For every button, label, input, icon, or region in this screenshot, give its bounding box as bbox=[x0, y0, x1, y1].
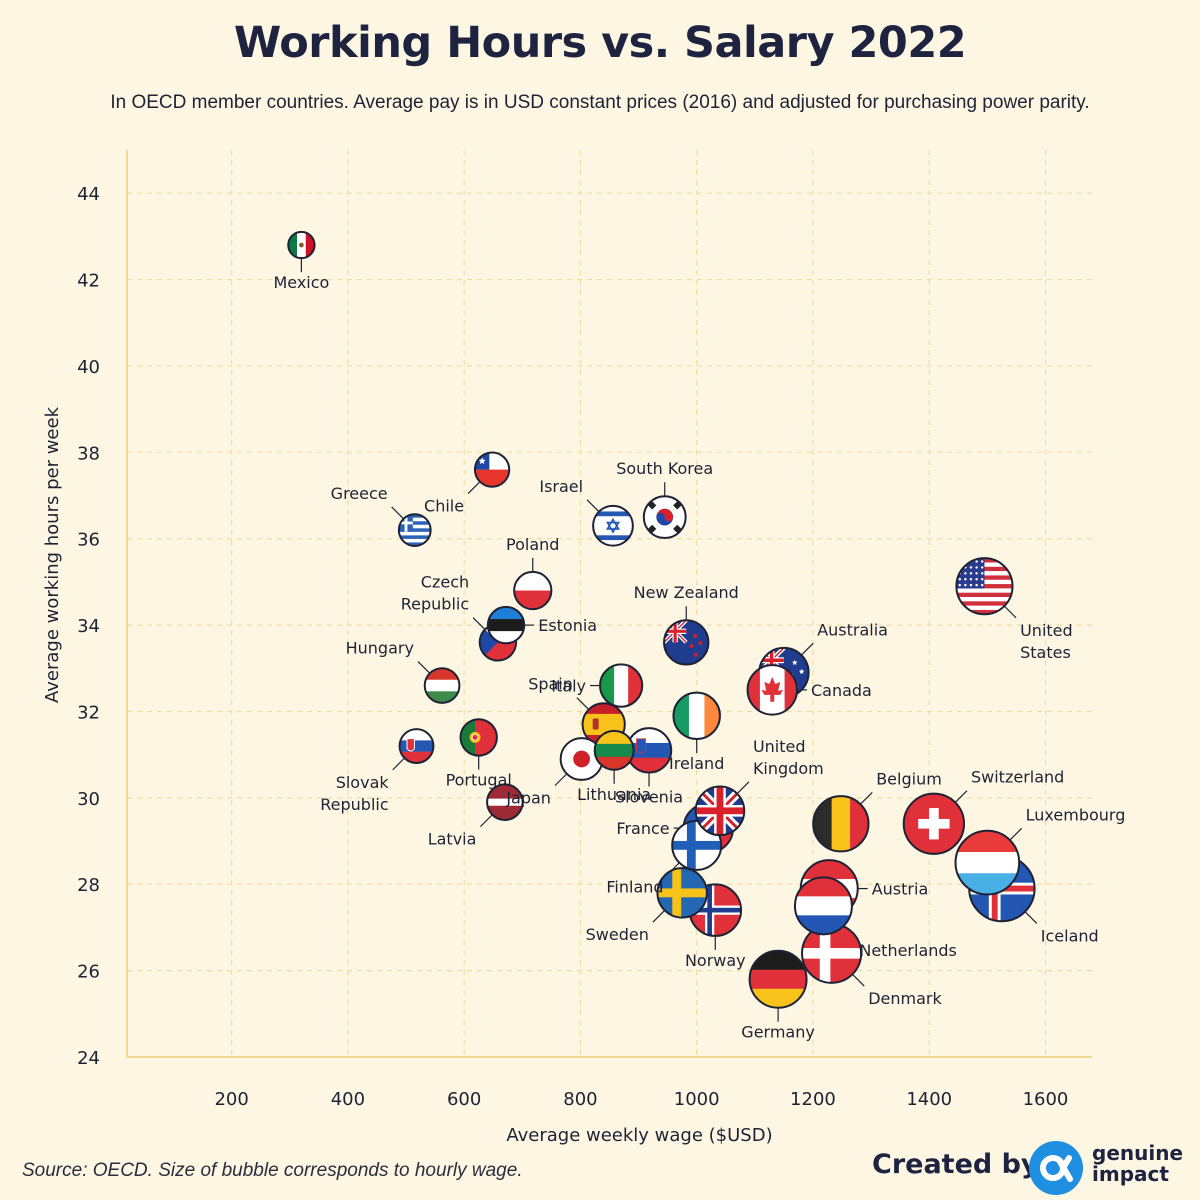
source-note: Source: OECD. Size of bubble corresponds… bbox=[22, 1160, 523, 1181]
x-tick-label: 200 bbox=[214, 1089, 248, 1110]
country-labels: Mexico Chile Greece Israel South Korea Poland… bbox=[273, 273, 1125, 1042]
label-iceland: Iceland bbox=[1041, 926, 1099, 945]
label-slovenia: Slovenia bbox=[615, 788, 683, 807]
label-czechrepublic: Czech Republic bbox=[401, 573, 469, 614]
y-tick-label: 30 bbox=[77, 789, 100, 810]
axes: 200 400 600 800 1000 1200 1400 1600 24 26 28 30 32 34… bbox=[42, 150, 1092, 1146]
x-tick-label: 1200 bbox=[790, 1089, 836, 1110]
label-netherlands: Netherlands bbox=[859, 941, 957, 960]
x-tick-label: 400 bbox=[331, 1089, 365, 1110]
label-finland: Finland bbox=[606, 878, 663, 897]
logo-wordmark: genuine impact bbox=[1092, 1143, 1183, 1185]
bubble-hungary[interactable] bbox=[423, 667, 461, 704]
label-italy: Italy bbox=[551, 677, 586, 696]
label-spain: Spain bbox=[528, 675, 573, 694]
bubble-belgium[interactable] bbox=[812, 795, 870, 853]
label-greece: Greece bbox=[331, 484, 388, 503]
x-tick-label: 1000 bbox=[674, 1089, 720, 1110]
label-norway: Norway bbox=[685, 951, 746, 970]
x-tick-label: 1600 bbox=[1023, 1089, 1069, 1110]
bubble-chile[interactable] bbox=[473, 451, 511, 488]
y-axis-label: Average working hours per week bbox=[42, 406, 63, 703]
y-tick-label: 36 bbox=[77, 530, 100, 551]
label-canada: Canada bbox=[811, 681, 872, 700]
label-newzealand: New Zealand bbox=[634, 583, 739, 602]
label-poland: Poland bbox=[506, 535, 559, 554]
bubble-latvia[interactable] bbox=[486, 783, 524, 821]
label-hungary: Hungary bbox=[346, 638, 414, 657]
grid bbox=[127, 150, 1092, 1057]
bubble-switzerland[interactable] bbox=[902, 792, 966, 855]
bubble-mexico[interactable] bbox=[287, 230, 316, 260]
x-tick-label: 1400 bbox=[906, 1089, 952, 1110]
bubble-italy[interactable] bbox=[598, 663, 644, 708]
label-denmark: Denmark bbox=[868, 989, 942, 1008]
label-lithuania: Lithuania bbox=[577, 785, 651, 804]
bubble-unitedkingdom[interactable] bbox=[694, 785, 746, 837]
y-tick-label: 24 bbox=[77, 1048, 100, 1069]
bubble-luxembourg[interactable] bbox=[954, 829, 1021, 896]
label-france: France bbox=[616, 819, 669, 838]
y-tick-label: 32 bbox=[77, 702, 100, 723]
label-israel: Israel bbox=[539, 477, 583, 496]
bubble-southkorea[interactable] bbox=[642, 495, 687, 540]
y-tick-label: 40 bbox=[77, 357, 100, 378]
label-sweden: Sweden bbox=[586, 925, 649, 944]
label-belgium: Belgium bbox=[876, 769, 942, 788]
x-tick-label: 800 bbox=[563, 1089, 597, 1110]
y-tick-label: 28 bbox=[77, 875, 100, 896]
label-japan: Japan bbox=[505, 789, 551, 808]
y-tick-label: 34 bbox=[77, 616, 100, 637]
bubble-lithuania[interactable] bbox=[593, 729, 635, 771]
label-germany: Germany bbox=[741, 1023, 815, 1042]
y-tick-label: 38 bbox=[77, 443, 100, 464]
genuine-impact-logo-icon bbox=[1029, 1141, 1083, 1195]
bubble-ireland[interactable] bbox=[672, 691, 721, 741]
y-tick-label: 44 bbox=[77, 184, 100, 205]
x-axis-label: Average weekly wage ($USD) bbox=[506, 1125, 772, 1146]
bubble-israel[interactable] bbox=[592, 504, 634, 547]
label-austria: Austria bbox=[872, 880, 929, 899]
label-switzerland: Switzerland bbox=[971, 768, 1064, 787]
bubble-canada[interactable] bbox=[746, 664, 798, 716]
label-estonia: Estonia bbox=[538, 616, 597, 635]
label-ireland: Ireland bbox=[669, 754, 724, 773]
bubble-poland[interactable] bbox=[513, 570, 553, 611]
bubble-newzealand[interactable] bbox=[663, 619, 710, 666]
chart-subtitle: In OECD member countries. Average pay is… bbox=[110, 92, 1090, 113]
chart-title: Working Hours vs. Salary 2022 bbox=[233, 18, 967, 68]
x-tick-label: 600 bbox=[447, 1089, 481, 1110]
created-by-text: Created by bbox=[872, 1149, 1039, 1180]
label-mexico: Mexico bbox=[273, 273, 329, 292]
logo-line-1: genuine bbox=[1092, 1141, 1184, 1165]
bubble-germany[interactable] bbox=[748, 949, 808, 1009]
label-chile: Chile bbox=[424, 497, 464, 516]
bubble-unitedstates[interactable] bbox=[955, 557, 1014, 616]
y-tick-label: 26 bbox=[77, 962, 100, 983]
logo-line-2: impact bbox=[1092, 1162, 1169, 1186]
bubble-netherlands[interactable] bbox=[793, 876, 853, 936]
label-australia: Australia bbox=[817, 620, 888, 639]
bubble-estonia[interactable] bbox=[486, 605, 526, 645]
label-portugal: Portugal bbox=[446, 771, 512, 790]
label-unitedkingdom: United Kingdom bbox=[753, 737, 824, 778]
bubbles bbox=[287, 230, 1036, 1009]
y-tick-label: 42 bbox=[77, 271, 100, 292]
label-southkorea: South Korea bbox=[616, 459, 713, 478]
bubble-slovakrepublic[interactable] bbox=[398, 728, 435, 764]
label-luxembourg: Luxembourg bbox=[1026, 805, 1126, 824]
label-unitedstates: United States bbox=[1020, 621, 1073, 662]
bubble-sweden[interactable] bbox=[656, 867, 708, 919]
label-latvia: Latvia bbox=[428, 830, 477, 849]
label-slovakrepublic: Slovak Republic bbox=[320, 773, 389, 814]
bubble-portugal[interactable] bbox=[459, 718, 498, 757]
bubble-greece[interactable] bbox=[397, 513, 432, 547]
